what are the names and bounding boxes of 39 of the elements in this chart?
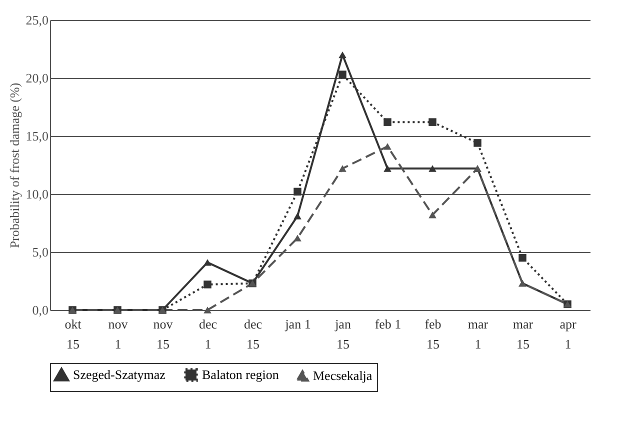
x-tick-label: nov 15 [153,316,174,352]
x-tick-label: dec 1 [198,316,218,352]
y-tick-label: 20,0 [26,70,48,86]
x-tick-label: okt 15 [64,316,82,352]
y-axis-title: Probability of frost damage (%) [6,82,22,248]
point [338,165,346,172]
point [384,143,392,150]
y-tick-label: 0,0 [32,302,48,318]
y-tick-label: 15,0 [26,128,48,144]
x-tick-label: apr 1 [560,316,577,352]
legend-label: Szeged-Szatymaz [73,366,166,382]
point [384,165,392,172]
y-tick-label: 5,0 [32,244,48,260]
point [204,259,212,266]
point [294,212,302,220]
point [428,118,436,126]
point [338,70,346,78]
x-tick-label: mar 15 [512,316,534,352]
y-tick-label: 10,0 [26,186,48,202]
point [384,118,392,126]
x-tick-label: feb 1 [374,316,402,332]
legend-label: Mecsekalja [313,368,372,383]
y-tick-label: 25,0 [26,12,48,28]
x-tick-label: feb 15 [424,316,442,352]
point [294,188,302,196]
point [294,234,302,242]
point [428,165,436,172]
point [518,254,526,262]
x-tick-label: jan 1 [284,316,311,332]
x-tick-label: mar 1 [468,316,489,352]
x-tick-label: nov 1 [108,316,128,352]
legend-label: Balaton region [202,367,280,382]
x-tick-label: dec 15 [244,316,262,352]
point [428,212,436,218]
x-tick-label: jan 15 [334,316,352,352]
point [204,280,212,288]
point [338,51,346,58]
point [474,139,482,147]
point [204,306,212,314]
